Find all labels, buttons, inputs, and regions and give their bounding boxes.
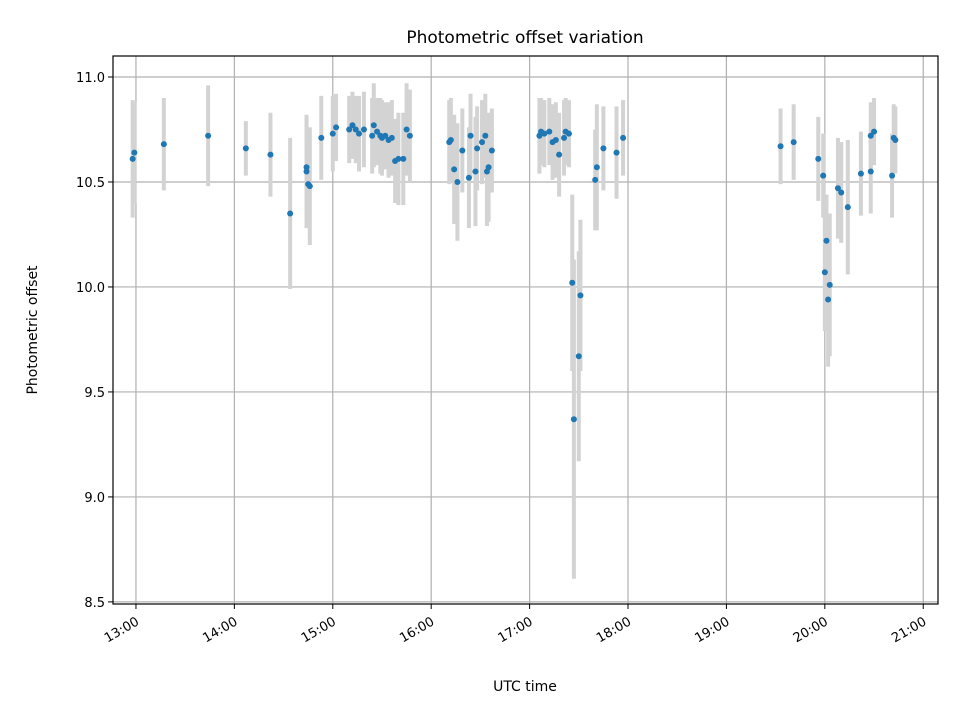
data-point bbox=[825, 296, 832, 303]
data-point bbox=[889, 172, 896, 179]
data-point bbox=[356, 130, 363, 137]
data-point bbox=[303, 164, 310, 171]
data-point bbox=[593, 164, 600, 171]
data-point bbox=[454, 178, 461, 185]
data-point bbox=[552, 136, 559, 143]
data-point bbox=[565, 130, 572, 137]
data-point bbox=[790, 139, 797, 146]
data-point bbox=[592, 176, 599, 183]
data-point bbox=[482, 132, 489, 139]
data-point bbox=[857, 170, 864, 177]
data-point bbox=[844, 204, 851, 211]
data-point bbox=[600, 145, 607, 152]
chart-title: Photometric offset variation bbox=[406, 28, 643, 48]
data-point bbox=[892, 136, 899, 143]
data-point bbox=[821, 269, 828, 276]
y-tick-label: 9.0 bbox=[84, 491, 105, 506]
data-point bbox=[777, 143, 784, 150]
data-point bbox=[472, 168, 479, 175]
data-point bbox=[556, 151, 563, 158]
data-point bbox=[447, 136, 454, 143]
data-point bbox=[267, 151, 274, 158]
data-point bbox=[346, 126, 353, 133]
data-point bbox=[370, 122, 377, 129]
data-points bbox=[129, 122, 899, 423]
data-point bbox=[451, 166, 458, 173]
data-point bbox=[488, 147, 495, 154]
data-point bbox=[349, 122, 356, 129]
data-point bbox=[467, 132, 474, 139]
y-axis-label: Photometric offset bbox=[25, 265, 41, 395]
data-point bbox=[131, 149, 138, 156]
plot-frame bbox=[112, 55, 939, 605]
data-point bbox=[541, 130, 548, 137]
data-point bbox=[867, 168, 874, 175]
data-point bbox=[485, 164, 492, 171]
gridlines bbox=[113, 56, 938, 604]
data-point bbox=[352, 126, 359, 133]
y-tick-label: 8.5 bbox=[84, 596, 105, 611]
data-point bbox=[395, 155, 402, 162]
data-point bbox=[479, 139, 486, 146]
data-point bbox=[823, 237, 830, 244]
data-point bbox=[871, 128, 878, 135]
data-point bbox=[369, 132, 376, 139]
data-point bbox=[205, 132, 212, 139]
data-point bbox=[160, 141, 167, 148]
data-point bbox=[303, 168, 310, 175]
data-point bbox=[570, 416, 577, 423]
data-point bbox=[129, 155, 136, 162]
data-point bbox=[826, 281, 833, 288]
data-point bbox=[620, 134, 627, 141]
data-point bbox=[575, 353, 582, 360]
data-point bbox=[459, 147, 466, 154]
data-point bbox=[838, 189, 845, 196]
y-tick-label: 10.0 bbox=[76, 281, 105, 296]
y-axis: 8.5 9.0 9.5 10.0 10.5 11.0 bbox=[76, 71, 113, 611]
y-tick-label: 11.0 bbox=[76, 71, 105, 86]
data-point bbox=[613, 149, 620, 156]
data-point bbox=[306, 183, 313, 190]
data-point bbox=[333, 124, 340, 131]
data-point bbox=[820, 172, 827, 179]
data-point bbox=[329, 130, 336, 137]
data-point bbox=[403, 126, 410, 133]
y-tick-label: 10.5 bbox=[76, 176, 105, 191]
x-axis-label: UTC time bbox=[493, 679, 557, 695]
data-point bbox=[561, 134, 568, 141]
data-point bbox=[569, 279, 576, 286]
data-point bbox=[318, 134, 325, 141]
data-point bbox=[374, 128, 381, 135]
data-point bbox=[388, 134, 395, 141]
y-tick-label: 9.5 bbox=[84, 386, 105, 401]
data-point bbox=[465, 174, 472, 181]
data-point bbox=[815, 155, 822, 162]
data-point bbox=[242, 145, 249, 152]
data-point bbox=[287, 210, 294, 217]
data-point bbox=[867, 132, 874, 139]
data-point bbox=[400, 155, 407, 162]
data-point bbox=[382, 132, 389, 139]
data-point bbox=[834, 185, 841, 192]
data-point bbox=[406, 132, 413, 139]
data-point bbox=[474, 145, 481, 152]
data-point bbox=[360, 126, 367, 133]
data-point bbox=[577, 292, 584, 299]
data-point bbox=[546, 128, 553, 135]
